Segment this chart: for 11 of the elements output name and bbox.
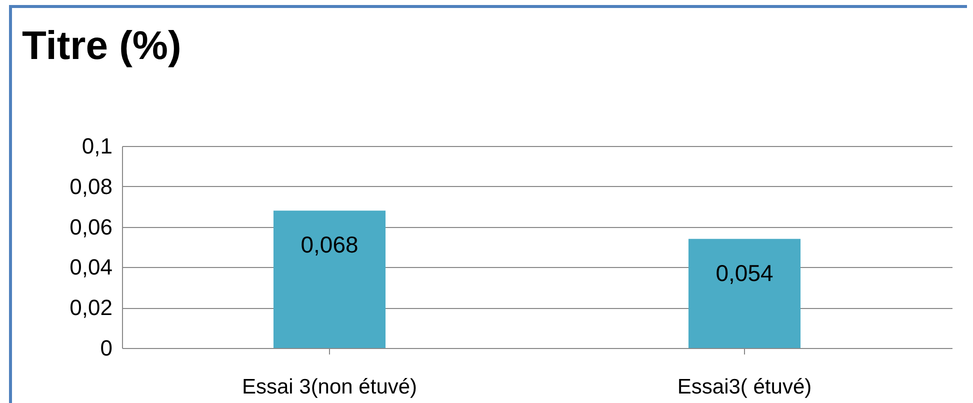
y-tick-label: 0,06 (70, 214, 112, 240)
y-tick-label: 0,02 (70, 295, 112, 320)
y-tick-label: 0,04 (70, 254, 112, 280)
data-label: 0,068 (300, 232, 358, 258)
chart-title: Titre (%) (22, 24, 182, 68)
data-label: 0,054 (716, 260, 774, 286)
y-tick-label: 0,08 (70, 174, 112, 199)
x-tick-label: Essai 3(non étuvé) (242, 376, 418, 398)
y-tick-label: 0 (100, 336, 112, 360)
x-tick-label: Essai3( étuvé) (677, 376, 812, 398)
y-tick-label: 0,1 (82, 134, 112, 158)
